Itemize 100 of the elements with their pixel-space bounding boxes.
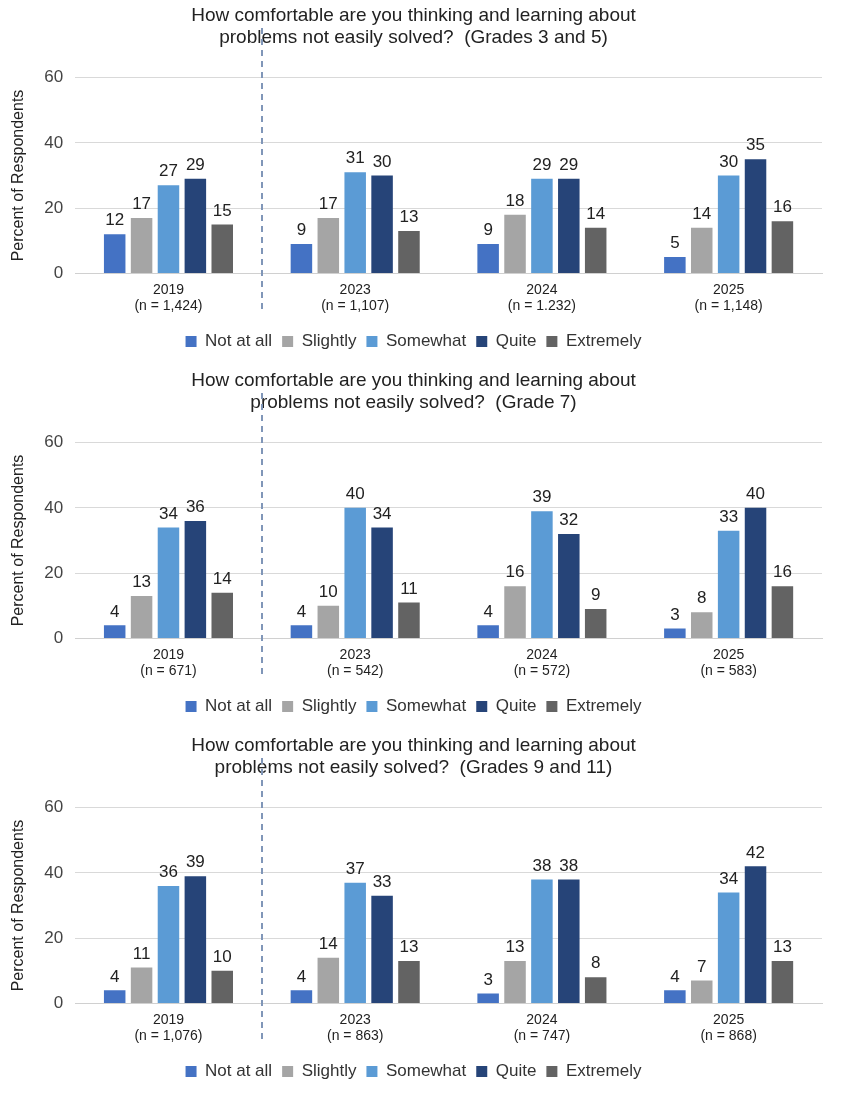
bar	[103, 990, 126, 1003]
data-label: 18	[505, 190, 525, 210]
x-tick-label: 2019 (n = 671)	[140, 645, 197, 679]
data-label: 9	[296, 220, 307, 240]
bar	[371, 175, 393, 273]
y-tick-label: 20	[44, 562, 64, 582]
data-label: 3	[483, 969, 493, 989]
data-label: 40	[345, 484, 365, 504]
data-label: 38	[559, 855, 579, 875]
data-label: 5	[670, 233, 680, 253]
bar	[211, 224, 233, 273]
chart-title: How comfortable are you thinking and learning about problems not easily solved? (Grade 7)	[191, 368, 637, 413]
y-axis-title: Percent of Respondents	[9, 454, 27, 627]
data-label: 16	[772, 197, 792, 217]
data-label: 17	[132, 194, 152, 214]
bar	[691, 227, 713, 273]
bar	[477, 625, 499, 638]
bar	[558, 879, 580, 1003]
data-label: 9	[483, 220, 493, 240]
data-label: 16	[505, 562, 525, 582]
data-label: 4	[483, 601, 493, 621]
y-tick-label: 0	[53, 263, 64, 283]
data-label: 14	[212, 568, 232, 588]
data-label: 9	[590, 585, 601, 605]
data-label: 13	[505, 937, 525, 957]
legend-label: Extremely	[565, 1061, 642, 1081]
y-tick-label: 60	[44, 67, 64, 87]
legend-label: Somewhat	[385, 1061, 467, 1081]
bar	[584, 977, 607, 1003]
bar	[477, 244, 499, 273]
x-tick-label: 2025 (n = 868)	[700, 1010, 757, 1044]
legend-label: Not at all	[205, 1061, 273, 1081]
bar	[371, 527, 393, 638]
data-label: 4	[109, 601, 120, 621]
legend-label: Not at all	[205, 696, 273, 716]
x-tick-label: 2019 (n = 1,076)	[134, 1010, 203, 1044]
data-label: 13	[399, 937, 419, 957]
legend-label: Somewhat	[385, 696, 467, 716]
legend-label: Extremely	[565, 331, 642, 351]
data-label: 10	[318, 581, 338, 601]
bar	[664, 628, 686, 638]
data-label: 15	[212, 200, 232, 220]
data-label: 30	[372, 151, 392, 171]
bar	[717, 892, 740, 1003]
bar	[344, 172, 366, 273]
data-label: 34	[372, 503, 392, 523]
data-label: 37	[345, 858, 365, 878]
y-tick-label: 40	[44, 132, 64, 152]
bar	[290, 990, 313, 1003]
data-label: 29	[185, 154, 205, 174]
bar	[290, 244, 313, 273]
bar	[744, 866, 767, 1003]
bar	[771, 221, 794, 273]
legend-label: Quite	[495, 696, 537, 716]
bar	[717, 175, 740, 273]
data-label: 35	[746, 135, 765, 155]
bar	[344, 507, 366, 638]
data-label: 4	[296, 601, 307, 621]
x-tick-label: 2024 (n = 747)	[513, 1010, 571, 1044]
bar	[371, 895, 393, 1003]
bar	[477, 993, 499, 1003]
bar	[130, 217, 153, 273]
data-label: 13	[772, 937, 792, 957]
bar	[531, 178, 553, 273]
data-label: 33	[372, 871, 392, 891]
bar	[184, 178, 207, 273]
legend-label: Somewhat	[385, 331, 467, 351]
bar	[771, 960, 794, 1003]
bar	[744, 159, 767, 273]
bar	[184, 520, 207, 638]
data-label: 16	[772, 562, 792, 582]
data-label: 38	[532, 855, 552, 875]
data-label: 32	[559, 510, 579, 530]
bar	[744, 507, 767, 638]
bar	[691, 980, 713, 1003]
bar	[130, 967, 153, 1003]
bar	[103, 234, 126, 273]
bar	[531, 879, 553, 1003]
x-tick-label: 2023 (n = 1,107)	[321, 280, 390, 314]
bar	[504, 214, 526, 273]
bar	[157, 885, 180, 1003]
legend-label: Quite	[495, 1061, 537, 1081]
data-label: 12	[105, 210, 125, 230]
data-label: 40	[746, 484, 765, 504]
data-label: 8	[590, 953, 601, 973]
data-label: 29	[532, 154, 552, 174]
bar	[398, 602, 420, 638]
x-tick-label: 2025 (n = 583)	[700, 645, 757, 679]
bar	[211, 970, 233, 1003]
bar	[290, 625, 313, 638]
data-label: 14	[692, 203, 712, 223]
bar	[344, 882, 366, 1003]
x-tick-label: 2024 (n = 572)	[513, 645, 571, 679]
data-label: 29	[559, 154, 579, 174]
data-label: 4	[109, 966, 120, 986]
bar	[584, 609, 607, 638]
bar	[584, 227, 607, 273]
bar	[398, 960, 420, 1003]
bar	[558, 533, 580, 638]
data-label: 11	[400, 578, 418, 598]
